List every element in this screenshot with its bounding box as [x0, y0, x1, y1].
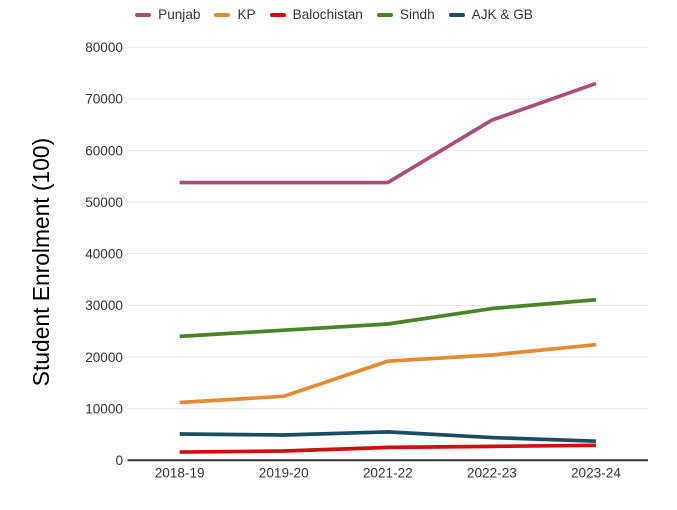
x-tick-label-2021-22: 2021-22 — [363, 466, 413, 481]
legend-label-sindh: Sindh — [399, 7, 435, 23]
legend-marker-punjab — [135, 13, 152, 17]
legend-item-ajk-gb[interactable]: AJK & GB — [448, 7, 533, 23]
legend-item-balochistan[interactable]: Balochistan — [269, 7, 363, 23]
y-tick-label-70000: 70000 — [85, 92, 123, 107]
y-tick-label-10000: 10000 — [85, 401, 123, 416]
series-line-sindh — [179, 297, 597, 339]
y-tick-label-80000: 80000 — [85, 40, 123, 55]
y-tick-label-30000: 30000 — [85, 298, 123, 313]
series-line-ajk-gb — [179, 430, 597, 444]
legend-item-sindh[interactable]: Sindh — [376, 7, 435, 23]
legend-label-punjab: Punjab — [158, 7, 201, 23]
y-tick-label-50000: 50000 — [85, 195, 123, 210]
legend-marker-balochistan — [269, 13, 286, 17]
legend-marker-sindh — [376, 13, 393, 17]
y-tick-label-60000: 60000 — [85, 143, 123, 158]
legend-label-kp: KP — [237, 7, 256, 23]
legend-label-balochistan: Balochistan — [292, 7, 363, 23]
series-line-balochistan — [179, 443, 596, 454]
x-tick-label-2018-19: 2018-19 — [155, 466, 205, 481]
legend-item-kp[interactable]: KP — [214, 7, 256, 23]
x-tick-label-2019-20: 2019-20 — [259, 466, 309, 481]
y-tick-label-20000: 20000 — [85, 350, 123, 365]
legend-marker-ajk-gb — [448, 13, 465, 17]
legend: Punjab KP Balochistan Sindh AJK & GB — [0, 7, 668, 23]
y-tick-label-0: 0 — [115, 453, 123, 468]
legend-marker-kp — [214, 13, 231, 17]
legend-item-punjab[interactable]: Punjab — [135, 8, 200, 22]
series-line-punjab — [179, 81, 597, 185]
legend-label-ajk-gb: AJK & GB — [471, 7, 533, 23]
y-tick-label-40000: 40000 — [85, 247, 123, 262]
x-tick-label-2022-23: 2022-23 — [467, 466, 517, 481]
series-line-kp — [179, 342, 597, 405]
x-tick-label-2023-24: 2023-24 — [571, 466, 621, 481]
